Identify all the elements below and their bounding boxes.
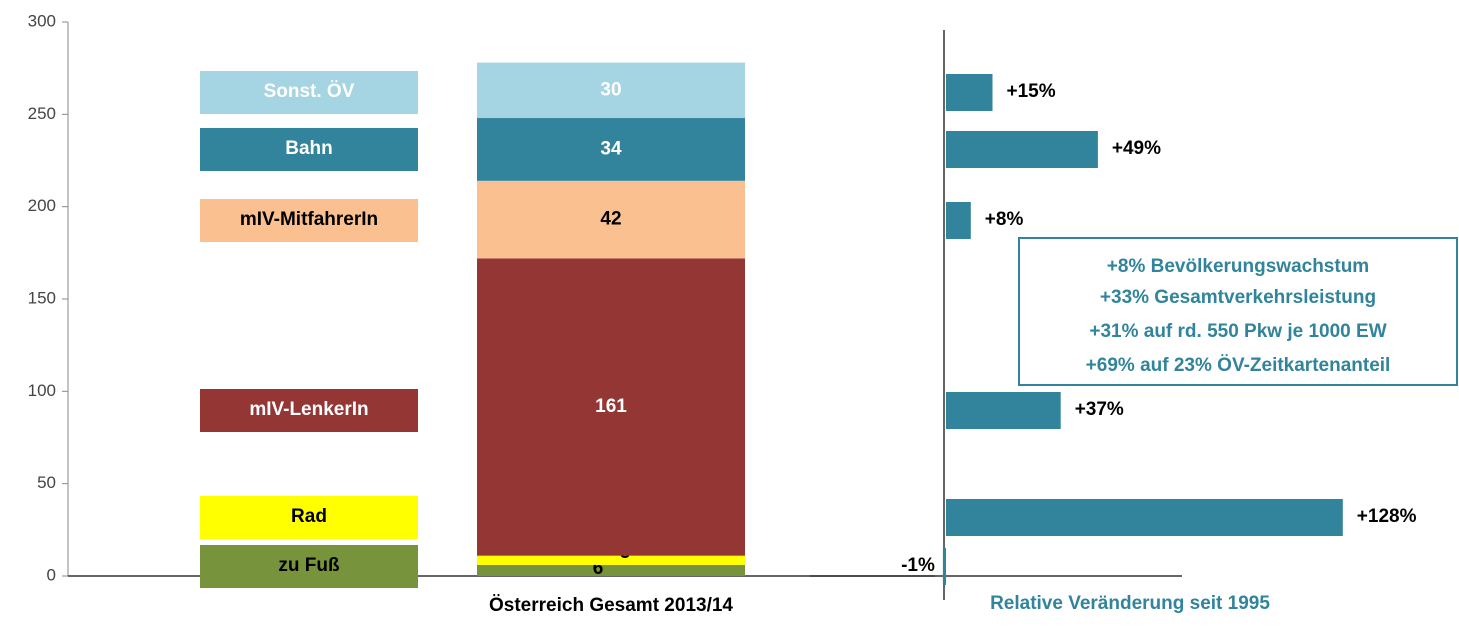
bar — [946, 131, 1098, 168]
value-label: +15% — [1007, 81, 1056, 102]
value-label: 42 — [600, 209, 621, 230]
legend-label: Sonst. ÖV — [264, 81, 355, 102]
y-tick-label: 0 — [47, 565, 56, 584]
y-tick-label: 200 — [28, 196, 56, 215]
bar-segment — [477, 180, 745, 259]
bar-segment — [477, 62, 745, 119]
y-tick-label: 50 — [37, 473, 56, 492]
legend-swatch — [200, 545, 418, 588]
legend-swatch — [200, 71, 418, 114]
x-axis-label: Relative Veränderung seit 1995 — [990, 593, 1270, 614]
value-label: -1% — [901, 555, 935, 576]
value-label: 30 — [600, 79, 621, 100]
legend-label: Bahn — [285, 138, 333, 159]
value-label: +8% — [985, 209, 1024, 230]
value-label: +49% — [1112, 138, 1161, 159]
value-label: 161 — [595, 396, 627, 417]
y-tick-label: 150 — [28, 288, 56, 307]
y-tick-label: 100 — [28, 381, 56, 400]
legend-label: mIV-MitfahrerIn — [240, 209, 378, 230]
bar — [942, 548, 946, 585]
value-label: +128% — [1357, 506, 1417, 527]
bar — [946, 74, 993, 111]
legend-swatch — [200, 128, 418, 171]
bar — [946, 202, 971, 239]
y-tick-label: 250 — [28, 104, 56, 123]
legend-label: Rad — [291, 506, 327, 527]
annotation: +33% Gesamtverkehrsleistung — [1100, 287, 1376, 308]
legend-swatch — [200, 389, 418, 432]
bar-segment — [477, 118, 745, 181]
legend-label: mIV-LenkerIn — [249, 399, 368, 420]
legend-label: zu Fuß — [278, 555, 340, 576]
y-tick-label: 300 — [28, 11, 56, 30]
x-tick-label: Österreich Gesamt 2013/14 — [489, 595, 733, 616]
legend-swatch — [200, 199, 418, 242]
annotation: +69% auf 23% ÖV-Zeitkartenanteil — [1086, 355, 1391, 376]
bar-segment — [477, 555, 745, 565]
bar — [946, 392, 1061, 429]
bar-segment — [477, 564, 745, 576]
value-label: +37% — [1075, 399, 1124, 420]
annotation: +8% Bevölkerungswachstum — [1107, 256, 1369, 277]
value-label: 34 — [600, 138, 622, 159]
bar — [946, 499, 1343, 536]
bar-segment — [477, 258, 745, 556]
annotation: +31% auf rd. 550 Pkw je 1000 EW — [1089, 321, 1386, 342]
value-label: 6 — [593, 558, 604, 579]
legend-swatch — [200, 496, 418, 539]
annotation-box — [1018, 237, 1458, 386]
